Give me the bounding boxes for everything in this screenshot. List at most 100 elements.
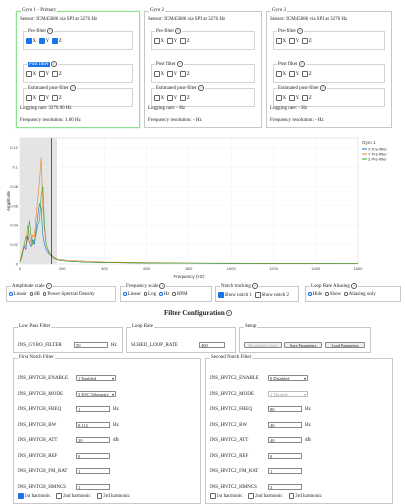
checkbox[interactable] bbox=[39, 95, 45, 101]
harmonic-option[interactable]: 1st harmonic bbox=[18, 493, 50, 499]
checkbox[interactable] bbox=[180, 95, 186, 101]
notch-tracking-option[interactable]: Show notch 2 bbox=[255, 292, 289, 298]
checkbox[interactable] bbox=[167, 38, 173, 44]
radio-button[interactable] bbox=[123, 292, 127, 296]
checkbox[interactable] bbox=[255, 292, 261, 298]
checkbox[interactable] bbox=[276, 38, 282, 44]
harmonic-option[interactable]: 1st harmonic bbox=[210, 493, 242, 499]
param-input[interactable]: 0 bbox=[76, 452, 110, 459]
param-input[interactable]: 1 bbox=[76, 468, 110, 474]
help-icon[interactable]: ? bbox=[298, 61, 305, 67]
radio-button[interactable] bbox=[143, 292, 148, 296]
param-input[interactable]: 1 bbox=[268, 468, 302, 474]
param-input[interactable]: 1 bbox=[76, 406, 110, 412]
param-input[interactable]: 40 bbox=[268, 437, 302, 443]
axis-option-x[interactable]: X bbox=[276, 95, 286, 101]
param-select[interactable]: 1 Enabled ▾ bbox=[76, 375, 116, 381]
axis-option-y[interactable]: Y bbox=[39, 71, 49, 77]
axis-option-x[interactable]: X bbox=[26, 38, 36, 44]
checkbox[interactable] bbox=[289, 38, 295, 44]
checkbox[interactable] bbox=[180, 38, 186, 44]
param-input[interactable]: 20 bbox=[76, 437, 110, 443]
axis-option-x[interactable]: X bbox=[276, 71, 286, 77]
param-select[interactable]: 0 Disabled ▾ bbox=[268, 375, 308, 381]
save-parameters-button[interactable]: Save Parameters bbox=[284, 342, 322, 348]
axis-option-y[interactable]: Y bbox=[289, 95, 299, 101]
help-icon[interactable]: ? bbox=[176, 61, 183, 67]
checkbox[interactable] bbox=[289, 71, 295, 77]
checkbox[interactable] bbox=[248, 493, 254, 499]
amplitude-scale-option[interactable]: Power Spectral Density bbox=[42, 292, 95, 297]
gyro-filter-input[interactable]: 50 bbox=[74, 342, 108, 348]
radio-button[interactable] bbox=[42, 292, 47, 296]
amplitude-scale-option[interactable]: Linear bbox=[9, 292, 27, 297]
notch-tracking-option[interactable]: Show notch 1 bbox=[218, 292, 252, 298]
param-input[interactable]: 0.112 bbox=[76, 421, 110, 428]
axis-option-x[interactable]: X bbox=[276, 38, 286, 44]
checkbox[interactable] bbox=[288, 493, 295, 499]
checkbox[interactable] bbox=[39, 71, 45, 77]
loop-rate-input[interactable]: 400 bbox=[199, 342, 225, 348]
axis-option-x[interactable]: X bbox=[154, 38, 164, 44]
checkbox[interactable] bbox=[210, 493, 216, 499]
loop-rate-aliasing-option[interactable]: Hide bbox=[308, 292, 322, 297]
axis-option-z[interactable]: Z bbox=[302, 38, 312, 44]
param-input[interactable]: 80 bbox=[268, 406, 302, 412]
checkbox[interactable] bbox=[52, 71, 58, 77]
param-input[interactable]: 3 bbox=[268, 483, 302, 490]
checkbox[interactable] bbox=[302, 95, 308, 101]
axis-option-y[interactable]: Y bbox=[167, 95, 177, 101]
checkbox[interactable] bbox=[302, 71, 308, 77]
axis-option-z[interactable]: Z bbox=[180, 38, 190, 44]
param-input[interactable]: 40 bbox=[268, 421, 302, 428]
help-icon[interactable]: ? bbox=[297, 28, 304, 34]
help-icon[interactable]: ? bbox=[50, 61, 57, 67]
axis-option-z[interactable]: Z bbox=[180, 71, 190, 77]
checkbox[interactable] bbox=[154, 95, 160, 101]
axis-option-z[interactable]: Z bbox=[52, 38, 62, 44]
axis-option-z[interactable]: Z bbox=[302, 95, 312, 101]
axis-option-y[interactable]: Y bbox=[167, 38, 177, 44]
frequency-scale-option[interactable]: Linear bbox=[123, 292, 141, 297]
checkbox[interactable] bbox=[18, 493, 24, 499]
help-icon[interactable]: ? bbox=[319, 85, 326, 91]
radio-button[interactable] bbox=[29, 292, 34, 296]
checkbox[interactable] bbox=[154, 38, 160, 44]
checkbox[interactable] bbox=[154, 71, 160, 77]
param-input[interactable]: 1 bbox=[76, 483, 110, 490]
checkbox[interactable] bbox=[26, 38, 32, 44]
checkbox[interactable] bbox=[26, 71, 32, 77]
checkbox[interactable] bbox=[180, 71, 186, 77]
axis-option-y[interactable]: Y bbox=[167, 71, 177, 77]
radio-button[interactable] bbox=[159, 292, 163, 296]
checkbox[interactable] bbox=[167, 71, 173, 77]
checkbox[interactable] bbox=[276, 95, 282, 101]
help-icon[interactable]: ? bbox=[175, 28, 182, 34]
axis-option-y[interactable]: Y bbox=[289, 38, 299, 44]
harmonic-option[interactable]: 3rd harmonic bbox=[96, 493, 130, 499]
help-icon[interactable]: ? bbox=[45, 283, 52, 289]
harmonic-option[interactable]: 3rd harmonic bbox=[288, 493, 322, 499]
help-icon[interactable]: ? bbox=[69, 85, 76, 91]
checkbox[interactable] bbox=[218, 292, 224, 298]
axis-option-z[interactable]: Z bbox=[52, 95, 62, 101]
radio-button[interactable] bbox=[172, 292, 176, 296]
help-icon[interactable]: ? bbox=[350, 283, 357, 289]
loop-rate-aliasing-option[interactable]: Show bbox=[325, 292, 341, 297]
help-icon[interactable]: ? bbox=[251, 283, 258, 289]
checkbox[interactable] bbox=[26, 95, 32, 101]
loop-rate-aliasing-option[interactable]: Aliasing only bbox=[344, 292, 376, 297]
axis-option-x[interactable]: X bbox=[154, 71, 164, 77]
frequency-scale-option[interactable]: RPM bbox=[172, 292, 188, 297]
axis-option-x[interactable]: X bbox=[26, 71, 36, 77]
checkbox[interactable] bbox=[56, 493, 62, 499]
checkbox[interactable] bbox=[52, 95, 58, 101]
axis-option-x[interactable]: X bbox=[154, 95, 164, 101]
checkbox[interactable] bbox=[276, 71, 282, 77]
axis-option-z[interactable]: Z bbox=[180, 95, 190, 101]
axis-option-z[interactable]: Z bbox=[52, 71, 62, 77]
axis-option-y[interactable]: Y bbox=[39, 95, 49, 101]
amplitude-scale-option[interactable]: dB bbox=[29, 292, 40, 297]
axis-option-y[interactable]: Y bbox=[39, 38, 49, 44]
axis-option-x[interactable]: X bbox=[26, 95, 36, 101]
